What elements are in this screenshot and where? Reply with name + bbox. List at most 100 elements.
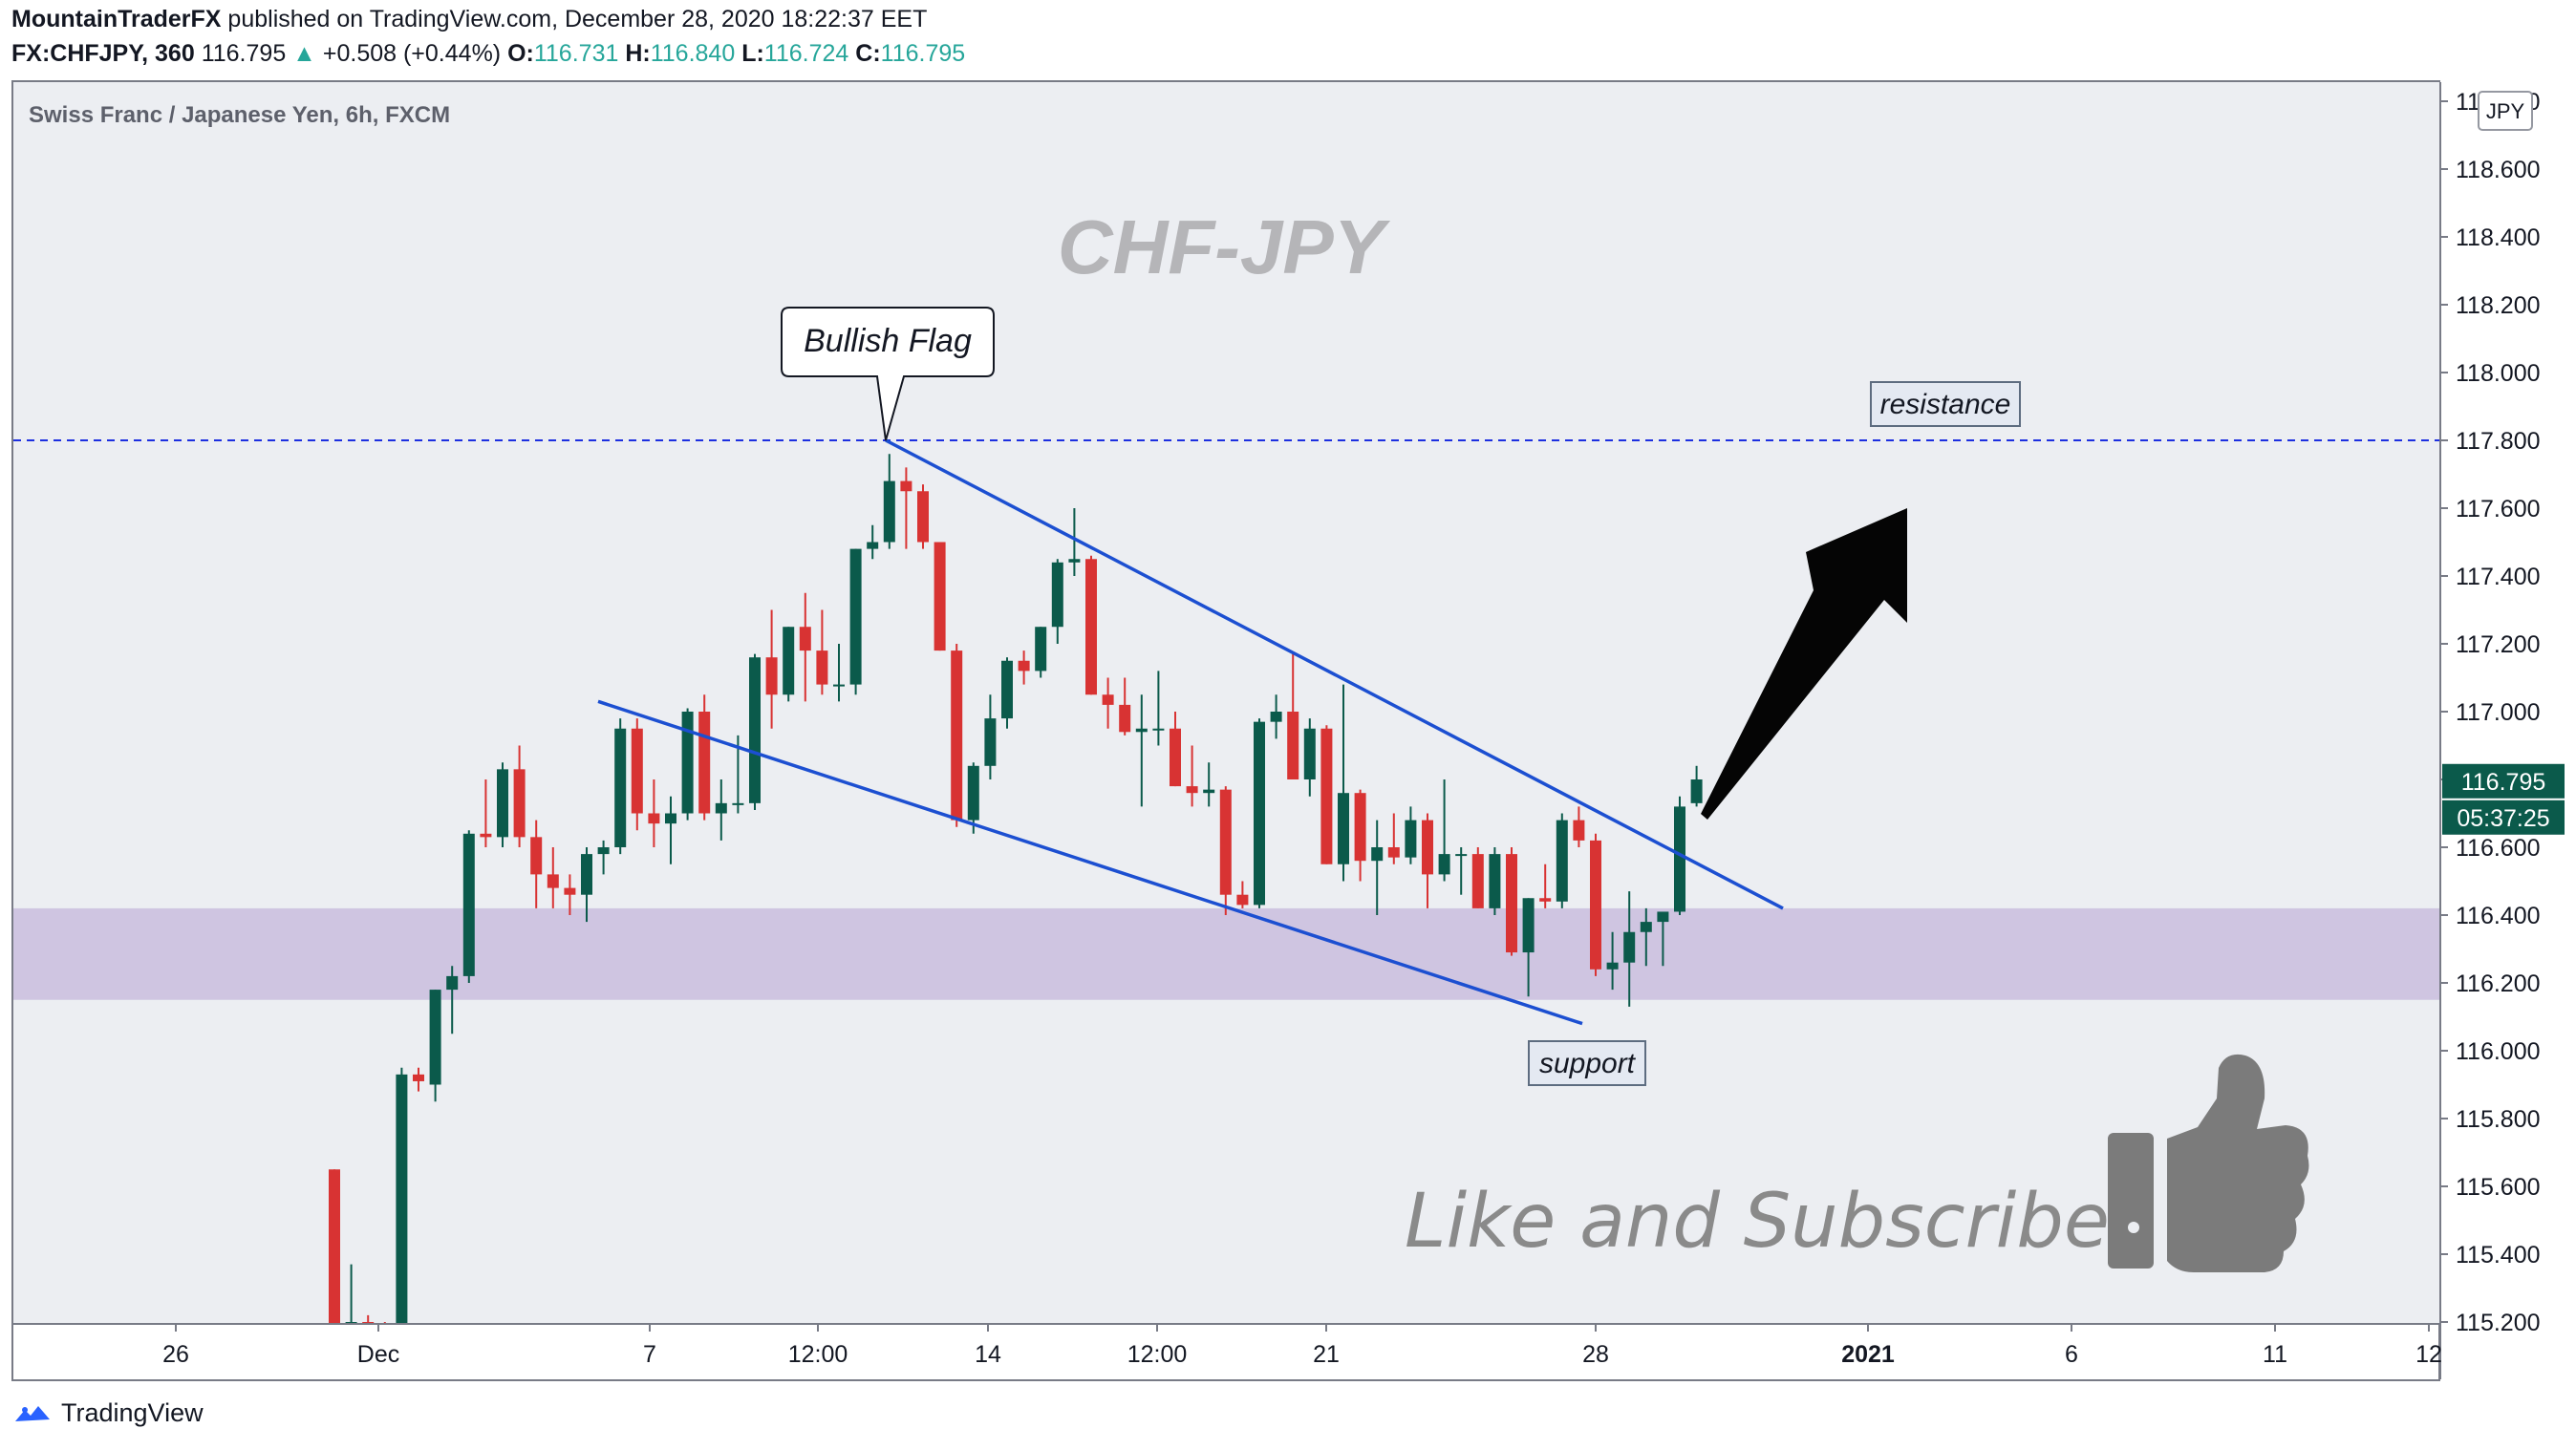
flag-upper-trendline[interactable] xyxy=(885,438,1784,910)
candle-body xyxy=(1640,922,1652,932)
candle-body xyxy=(1219,789,1232,895)
candle-body xyxy=(1590,840,1601,970)
y-tick-label: 118.400 xyxy=(2456,224,2541,251)
candle-body xyxy=(413,1074,424,1081)
candle-body xyxy=(1287,712,1299,779)
x-tick-label: 11 xyxy=(2263,1341,2287,1368)
candle-body xyxy=(698,712,711,814)
candle-body xyxy=(597,847,610,855)
candle-body xyxy=(1455,854,1468,857)
chart-title: Swiss Franc / Japanese Yen, 6h, FXCM xyxy=(29,102,450,128)
candle-body xyxy=(900,480,912,492)
candle-body xyxy=(984,718,997,766)
candle-body xyxy=(867,542,879,549)
y-tick-label: 115.200 xyxy=(2456,1310,2541,1336)
bullish-flag-label: Bullish Flag xyxy=(804,323,972,359)
flag-lower-trendline[interactable] xyxy=(597,699,1583,1026)
candle-body xyxy=(1522,898,1535,953)
candle-body xyxy=(1135,728,1148,733)
candle-body xyxy=(934,542,946,651)
resistance-label[interactable]: resistance xyxy=(1870,381,2021,427)
support-label[interactable]: support xyxy=(1528,1040,1646,1086)
candle-body xyxy=(429,990,441,1085)
tradingview-logo-icon[interactable] xyxy=(13,1402,52,1425)
bullish-flag-callout[interactable]: Bullish Flag xyxy=(781,307,995,441)
candle-body xyxy=(1471,854,1484,908)
candle-body xyxy=(1506,854,1517,953)
x-tick-label: 12 xyxy=(2415,1341,2442,1368)
candle-body xyxy=(1606,962,1619,970)
tradingview-brand[interactable]: TradingView xyxy=(61,1398,204,1427)
candle-body xyxy=(1422,820,1433,875)
y-tick-label: 118.200 xyxy=(2456,292,2541,319)
watermark-text: CHF-JPY xyxy=(1058,204,1391,289)
candle-body xyxy=(547,874,559,888)
candle-body xyxy=(614,728,627,847)
candle-body xyxy=(345,1322,357,1324)
change-value: +0.508 (+0.44%) xyxy=(322,40,502,67)
candle-body xyxy=(530,837,543,875)
candle-body xyxy=(1186,786,1198,794)
last-price: 116.795 xyxy=(201,40,287,67)
candle-body xyxy=(513,769,526,838)
low-label: L: xyxy=(741,40,764,67)
close-value: 116.795 xyxy=(880,40,966,67)
y-tick-label: 118.000 xyxy=(2456,360,2541,387)
y-tick-label: 116.200 xyxy=(2456,970,2541,997)
candle-body xyxy=(564,887,576,895)
y-tick-label: 117.200 xyxy=(2456,631,2541,658)
candle-body xyxy=(1018,660,1030,672)
y-tick-label: 116.400 xyxy=(2456,903,2541,929)
y-tick-label: 115.600 xyxy=(2456,1174,2541,1201)
thumbs-up-icon xyxy=(2108,1054,2309,1272)
close-label: C: xyxy=(855,40,881,67)
candle-body xyxy=(1354,793,1366,862)
candle-body xyxy=(967,765,979,821)
y-tick-label: 117.000 xyxy=(2456,699,2541,726)
candle-body xyxy=(1170,728,1181,787)
candle-body xyxy=(1254,721,1265,906)
candle-body xyxy=(665,813,676,824)
support-text: support xyxy=(1539,1048,1637,1079)
currency-label: JPY xyxy=(2486,99,2525,123)
candle-body xyxy=(329,1169,340,1324)
publish-header: MountainTraderFX published on TradingVie… xyxy=(11,6,927,33)
breakout-arrow-icon xyxy=(1701,508,1907,820)
x-tick-label: 14 xyxy=(975,1341,1001,1368)
y-tick-label: 117.400 xyxy=(2456,564,2541,590)
like-subscribe-text: Like and Subscribe! xyxy=(1405,1179,2139,1265)
candle-body xyxy=(1674,806,1685,912)
y-axis[interactable]: 115.200 115.400 115.600 115.800 116.000 116.2… xyxy=(2440,89,2541,1336)
low-value: 116.724 xyxy=(763,40,849,67)
candle-body xyxy=(681,712,694,814)
y-tick-label: 116.600 xyxy=(2456,835,2541,862)
x-tick-label: 26 xyxy=(162,1341,189,1368)
author-name[interactable]: MountainTraderFX xyxy=(11,6,222,32)
resistance-text: resistance xyxy=(1880,389,2011,420)
candles xyxy=(329,454,1703,1324)
candle-body xyxy=(732,802,744,805)
x-axis[interactable]: 26 Dec 7 12:00 14 12:00 21 28 2021 6 11 12 xyxy=(162,1324,2442,1368)
countdown-tag xyxy=(2442,800,2565,835)
y-tick-label: 116.000 xyxy=(2456,1038,2541,1065)
candle-body xyxy=(1539,898,1552,902)
candle-body xyxy=(849,548,862,685)
footer: TradingView xyxy=(13,1398,204,1428)
y-tick-label: 117.800 xyxy=(2456,428,2541,455)
candle-body xyxy=(1001,660,1013,719)
last-price-tag-text: 116.795 xyxy=(2461,769,2546,796)
candle-body xyxy=(715,802,727,814)
candle-body xyxy=(1085,559,1097,695)
candle-body xyxy=(1338,793,1349,864)
y-tick-label: 118.600 xyxy=(2456,157,2541,183)
x-tick-label: 12:00 xyxy=(788,1341,848,1368)
x-tick-label: 28 xyxy=(1582,1341,1609,1368)
symbol-label: FX:CHFJPY, 360 xyxy=(11,40,195,67)
y-tick-label: 115.400 xyxy=(2456,1242,2541,1269)
candle-body xyxy=(765,657,778,695)
candle-body xyxy=(1035,627,1047,672)
candle-body xyxy=(1371,847,1384,862)
currency-badge[interactable] xyxy=(2478,91,2533,131)
candle-body xyxy=(1489,854,1501,908)
